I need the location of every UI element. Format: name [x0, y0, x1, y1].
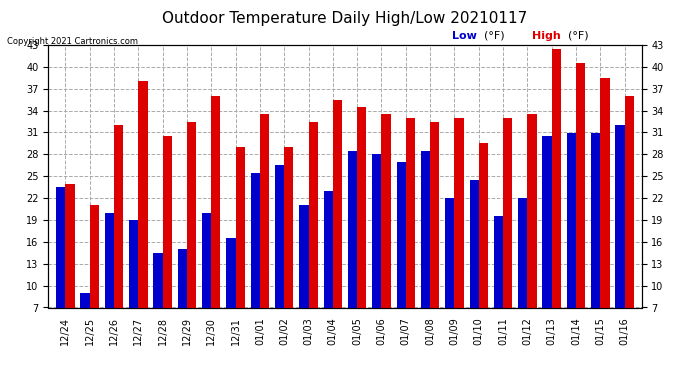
- Bar: [406, 118, 415, 308]
- Bar: [56, 187, 66, 308]
- Text: Copyright 2021 Cartronics.com: Copyright 2021 Cartronics.com: [7, 38, 138, 46]
- Bar: [348, 151, 357, 308]
- Bar: [81, 293, 90, 308]
- Bar: [430, 122, 440, 308]
- Bar: [552, 49, 561, 308]
- Bar: [479, 143, 488, 308]
- Text: High: High: [532, 31, 561, 40]
- Bar: [503, 118, 512, 308]
- Bar: [284, 147, 293, 308]
- Bar: [138, 81, 148, 308]
- Bar: [333, 100, 342, 308]
- Bar: [372, 154, 382, 308]
- Text: (°F): (°F): [568, 31, 588, 40]
- Bar: [494, 216, 503, 308]
- Bar: [576, 63, 585, 308]
- Bar: [299, 206, 308, 308]
- Bar: [66, 183, 75, 308]
- Bar: [153, 253, 163, 308]
- Bar: [421, 151, 430, 308]
- Bar: [591, 132, 600, 308]
- Bar: [445, 198, 455, 308]
- Bar: [527, 114, 537, 308]
- Bar: [260, 114, 269, 308]
- Bar: [129, 220, 138, 308]
- Bar: [615, 125, 624, 308]
- Bar: [105, 213, 114, 308]
- Bar: [455, 118, 464, 308]
- Bar: [357, 107, 366, 307]
- Bar: [235, 147, 245, 308]
- Bar: [163, 136, 172, 308]
- Bar: [518, 198, 527, 308]
- Bar: [90, 206, 99, 308]
- Text: Outdoor Temperature Daily High/Low 20210117: Outdoor Temperature Daily High/Low 20210…: [162, 11, 528, 26]
- Bar: [600, 78, 609, 308]
- Bar: [187, 122, 196, 308]
- Bar: [382, 114, 391, 308]
- Bar: [308, 122, 318, 308]
- Bar: [469, 180, 479, 308]
- Text: Low: Low: [452, 31, 477, 40]
- Bar: [250, 172, 260, 308]
- Bar: [324, 191, 333, 308]
- Bar: [624, 96, 634, 308]
- Bar: [114, 125, 124, 308]
- Bar: [542, 136, 552, 308]
- Bar: [202, 213, 211, 308]
- Text: (°F): (°F): [484, 31, 505, 40]
- Bar: [226, 238, 235, 308]
- Bar: [178, 249, 187, 308]
- Bar: [275, 165, 284, 308]
- Bar: [566, 132, 576, 308]
- Bar: [397, 162, 406, 308]
- Bar: [211, 96, 221, 308]
